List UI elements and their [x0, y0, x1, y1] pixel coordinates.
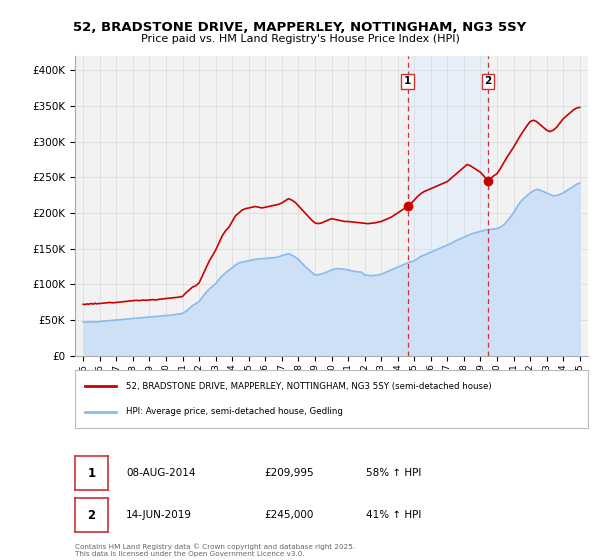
Text: 58% ↑ HPI: 58% ↑ HPI — [366, 468, 421, 478]
Text: 1: 1 — [404, 77, 411, 86]
Text: 14-JUN-2019: 14-JUN-2019 — [126, 510, 192, 520]
Text: 1: 1 — [88, 466, 95, 480]
Bar — [407, 56, 488, 356]
Text: £209,995: £209,995 — [264, 468, 314, 478]
Text: 52, BRADSTONE DRIVE, MAPPERLEY, NOTTINGHAM, NG3 5SY: 52, BRADSTONE DRIVE, MAPPERLEY, NOTTINGH… — [73, 21, 527, 34]
Text: Price paid vs. HM Land Registry's House Price Index (HPI): Price paid vs. HM Land Registry's House … — [140, 34, 460, 44]
Text: 52, BRADSTONE DRIVE, MAPPERLEY, NOTTINGHAM, NG3 5SY (semi-detached house): 52, BRADSTONE DRIVE, MAPPERLEY, NOTTINGH… — [127, 381, 492, 390]
Text: 2: 2 — [484, 77, 491, 86]
Text: HPI: Average price, semi-detached house, Gedling: HPI: Average price, semi-detached house,… — [127, 408, 343, 417]
Text: 08-AUG-2014: 08-AUG-2014 — [126, 468, 196, 478]
Text: Contains HM Land Registry data © Crown copyright and database right 2025.
This d: Contains HM Land Registry data © Crown c… — [75, 544, 355, 557]
Text: 2: 2 — [88, 508, 95, 522]
Text: 41% ↑ HPI: 41% ↑ HPI — [366, 510, 421, 520]
Text: £245,000: £245,000 — [264, 510, 313, 520]
